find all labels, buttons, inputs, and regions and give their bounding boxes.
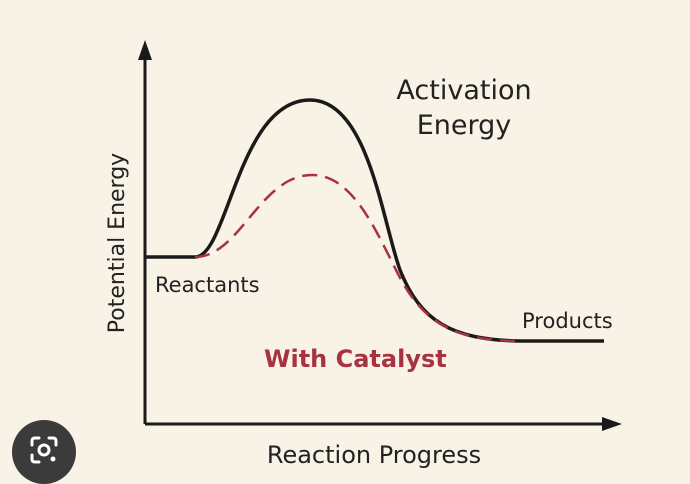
y-axis-label: Potential Energy (105, 153, 130, 333)
activation-energy-label-line1: Activation (396, 75, 531, 106)
products-label: Products (522, 309, 613, 333)
catalyzed-curve (194, 173, 521, 343)
y-axis-arrow (138, 40, 152, 60)
visual-search-icon (30, 436, 58, 464)
visual-search-button[interactable] (12, 420, 76, 484)
uncatalyzed-curve (145, 98, 604, 343)
with-catalyst-label: With Catalyst (264, 345, 447, 373)
activation-energy-label-line2: Energy (417, 110, 512, 141)
x-axis-arrow (602, 417, 622, 431)
x-axis-label: Reaction Progress (267, 441, 481, 469)
reactants-label: Reactants (155, 273, 260, 297)
